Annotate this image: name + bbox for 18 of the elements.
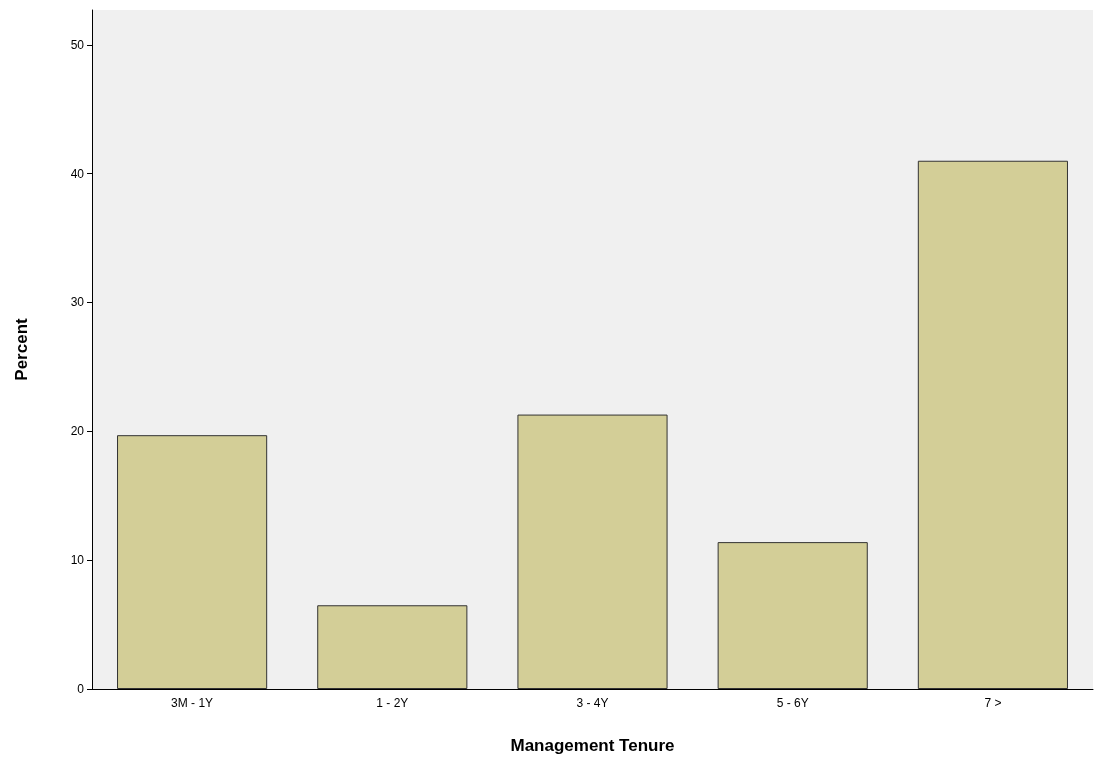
y-tick-label: 10 [70, 553, 85, 568]
x-tick-label: 1 - 2Y [376, 696, 409, 710]
y-tick-label: 50 [70, 37, 85, 52]
x-tick-label: 5 - 6Y [776, 696, 809, 710]
bar [717, 542, 868, 689]
x-tick-label: 7 > [984, 696, 1002, 710]
y-tick-label: 40 [70, 166, 85, 181]
bar [917, 160, 1068, 689]
x-axis-title: Management Tenure [510, 736, 675, 755]
bar [517, 414, 668, 689]
x-tick-label: 3 - 4Y [576, 696, 609, 710]
y-axis-title: Percent [12, 317, 31, 381]
y-tick-label: 20 [70, 424, 85, 439]
bar [317, 605, 468, 689]
bar [117, 435, 268, 689]
y-tick-label: 0 [77, 682, 85, 696]
x-tick-label: 3M - 1Y [171, 696, 214, 710]
y-tick-label: 30 [70, 295, 85, 310]
